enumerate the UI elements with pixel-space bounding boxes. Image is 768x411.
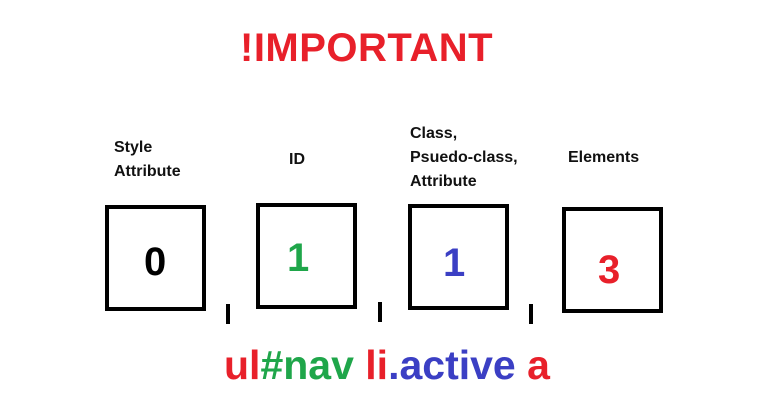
value-class: 1: [443, 241, 466, 285]
value-style-attribute: 0: [144, 240, 167, 284]
value-elements: 3: [598, 248, 621, 292]
label-id: ID: [289, 151, 305, 168]
label-style-attribute: Style Attribute: [114, 139, 181, 180]
comma-separator-1: [226, 304, 230, 324]
box-style-attribute: [105, 205, 206, 311]
box-id: [256, 203, 357, 309]
label-class-pseudo-attribute: Class, Psuedo-class, Attribute: [410, 125, 518, 190]
selector-part-a: a: [515, 342, 550, 388]
comma-separator-3: [529, 304, 533, 324]
label-elements: Elements: [568, 149, 640, 166]
selector-part-ul: ul: [224, 342, 261, 388]
css-selector: ul#nav li.active a: [224, 345, 550, 386]
title: !IMPORTANT: [240, 26, 494, 70]
selector-part-id: #nav: [260, 342, 354, 388]
selector-part-class: .active: [388, 342, 516, 388]
comma-separator-2: [378, 302, 382, 322]
box-elements: [562, 207, 663, 313]
box-class: [408, 204, 509, 310]
value-id: 1: [287, 236, 310, 280]
selector-part-li: li: [353, 342, 389, 388]
